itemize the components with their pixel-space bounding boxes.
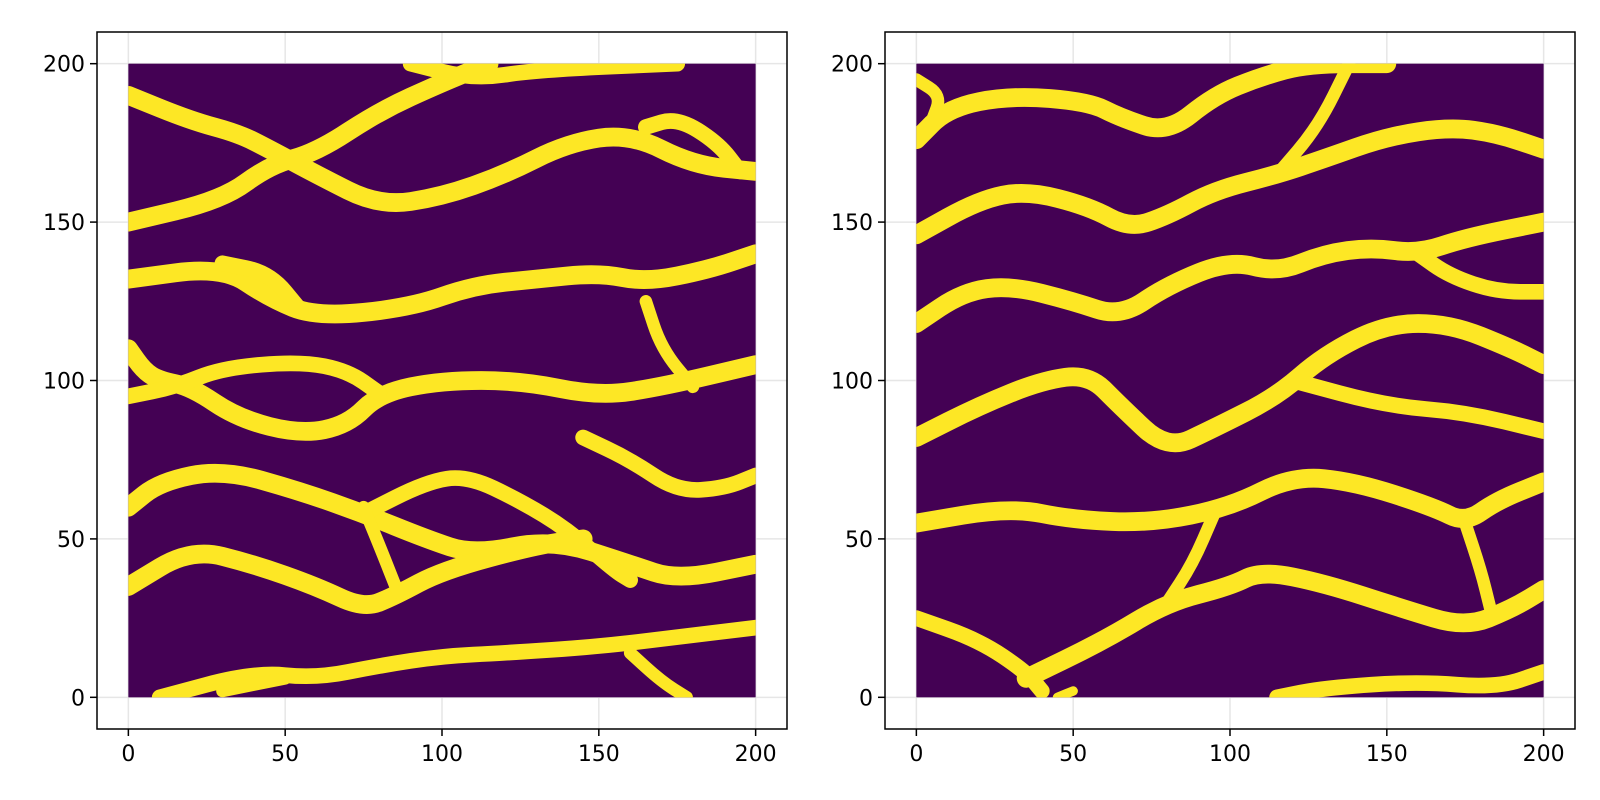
channel-body xyxy=(916,73,945,127)
channel-body xyxy=(623,646,693,698)
channel-body xyxy=(639,295,700,394)
channel-body xyxy=(575,429,756,498)
channel-body xyxy=(1160,507,1221,609)
y-tick-label: 0 xyxy=(71,686,85,711)
channel-body xyxy=(638,113,748,180)
x-tick-label: 100 xyxy=(421,742,463,767)
channel-body xyxy=(1458,516,1497,615)
channel-body xyxy=(1016,564,1544,688)
channel-body xyxy=(128,463,756,586)
channel-body xyxy=(1269,664,1544,698)
x-tick-label: 150 xyxy=(578,742,620,767)
y-tick-label: 50 xyxy=(845,528,873,553)
channel-body xyxy=(916,212,1544,333)
x-tick-label: 0 xyxy=(909,742,923,767)
y-tick-label: 100 xyxy=(43,370,85,395)
channel-body xyxy=(916,119,1544,245)
channel-body xyxy=(1270,63,1356,181)
channel-body xyxy=(357,500,405,600)
channel-body xyxy=(916,63,1397,150)
x-tick-label: 100 xyxy=(1209,742,1251,767)
y-tick-label: 150 xyxy=(43,211,85,236)
channel-body xyxy=(128,63,499,232)
x-tick-label: 200 xyxy=(735,742,777,767)
y-tick-label: 200 xyxy=(831,53,873,78)
channel-body xyxy=(1052,686,1078,698)
y-tick-label: 150 xyxy=(831,211,873,236)
y-tick-label: 200 xyxy=(43,53,85,78)
channel-body xyxy=(1410,245,1544,300)
x-tick-label: 150 xyxy=(1366,742,1408,767)
channel-body xyxy=(216,672,292,698)
channel-body xyxy=(128,244,756,324)
right-heatmap-panel: 0 50 100 150 200 0 50 100 150 200 xyxy=(831,31,1576,767)
y-tick-label: 50 xyxy=(57,528,85,553)
x-tick-label: 200 xyxy=(1523,742,1565,767)
heatmap-background xyxy=(916,63,1544,698)
y-tick-label: 100 xyxy=(831,370,873,395)
y-tick-label: 0 xyxy=(859,686,873,711)
channel-body xyxy=(128,355,388,405)
channel-body xyxy=(214,255,309,319)
channel-layer xyxy=(128,63,756,698)
left-heatmap-panel: 0 50 100 150 200 0 50 100 150 200 xyxy=(43,31,788,767)
x-tick-label: 50 xyxy=(1059,742,1087,767)
channel-body xyxy=(355,470,639,588)
channel-body xyxy=(402,63,686,85)
channel-body xyxy=(128,85,756,212)
x-tick-label: 50 xyxy=(271,742,299,767)
channel-body xyxy=(128,529,593,614)
channel-body xyxy=(1284,372,1544,440)
channel-body xyxy=(916,314,1544,453)
channel-layer xyxy=(916,63,1544,698)
x-tick-label: 0 xyxy=(121,742,135,767)
